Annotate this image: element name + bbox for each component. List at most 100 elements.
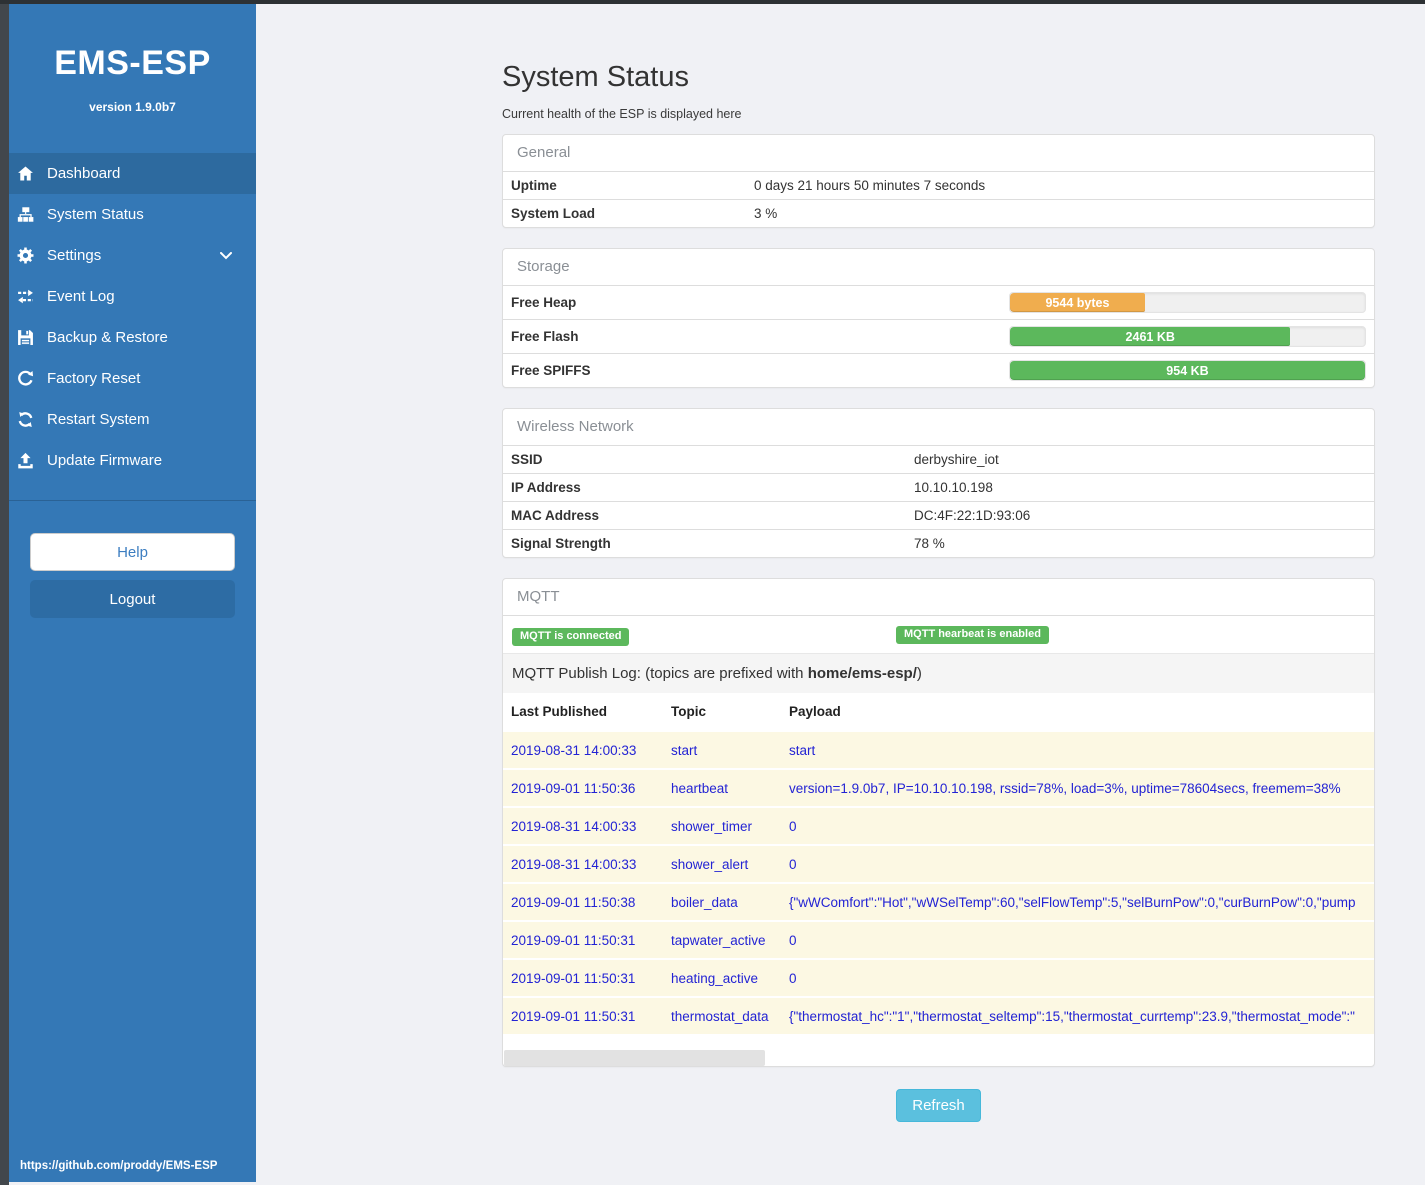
publish-log-text: MQTT Publish Log: (topics are prefixed w… bbox=[512, 664, 808, 682]
cell-topic: start bbox=[663, 729, 781, 769]
free-flash-progress-track: 2461 KB bbox=[1009, 325, 1366, 347]
cell-time: 2019-08-31 14:00:33 bbox=[503, 843, 663, 883]
mac-address-value: DC:4F:22:1D:93:06 bbox=[914, 507, 1031, 523]
cell-payload: 0 bbox=[781, 919, 1374, 959]
cell-time: 2019-09-01 11:50:31 bbox=[503, 919, 663, 959]
mqtt-panel: MQTT MQTT is connected MQTT hearbeat is … bbox=[502, 577, 1375, 1067]
sidebar-buttons: Help Logout bbox=[30, 533, 235, 618]
sidebar-item-factory-reset[interactable]: Factory Reset bbox=[9, 358, 256, 399]
uptime-row: Uptime 0 days 21 hours 50 minutes 7 seco… bbox=[503, 170, 1374, 199]
table-spacer bbox=[503, 1034, 1374, 1050]
table-row: 2019-09-01 11:50:31 tapwater_active 0 bbox=[503, 919, 1374, 959]
sidebar-item-label: Update Firmware bbox=[47, 452, 163, 469]
cell-payload: 0 bbox=[781, 805, 1374, 845]
table-row: 2019-08-31 14:00:33 shower_timer 0 bbox=[503, 805, 1374, 845]
sidebar-divider bbox=[9, 500, 256, 501]
app-version: version 1.9.0b7 bbox=[89, 100, 176, 114]
wireless-panel: Wireless Network SSID derbyshire_iot IP … bbox=[502, 407, 1375, 558]
ip-address-label: IP Address bbox=[511, 479, 581, 495]
help-button[interactable]: Help bbox=[30, 533, 235, 571]
sidebar-item-backup-restore[interactable]: Backup & Restore bbox=[9, 317, 256, 358]
cell-time: 2019-09-01 11:50:36 bbox=[503, 767, 663, 807]
sync-icon bbox=[17, 411, 34, 428]
gear-icon bbox=[17, 247, 34, 264]
cell-topic: shower_timer bbox=[663, 805, 781, 845]
sitemap-icon bbox=[17, 206, 34, 223]
sidebar-item-restart-system[interactable]: Restart System bbox=[9, 399, 256, 440]
refresh-button[interactable]: Refresh bbox=[896, 1088, 981, 1122]
sidebar-item-label: Restart System bbox=[47, 411, 150, 428]
mqtt-log-table: Last Published Topic Payload 2019-08-31 … bbox=[503, 692, 1374, 1034]
horizontal-scrollbar bbox=[503, 1049, 1374, 1066]
cell-payload: 0 bbox=[781, 957, 1374, 997]
uptime-label: Uptime bbox=[511, 177, 557, 193]
cell-topic: shower_alert bbox=[663, 843, 781, 883]
storage-panel: Storage Free Heap 9544 bytes Free Flash … bbox=[502, 247, 1375, 388]
publish-log-suffix: ) bbox=[916, 664, 922, 682]
sidebar-item-label: Factory Reset bbox=[47, 370, 141, 387]
cell-topic: heating_active bbox=[663, 957, 781, 997]
horizontal-scrollbar-thumb[interactable] bbox=[504, 1049, 765, 1066]
mqtt-heading: MQTT bbox=[517, 587, 560, 605]
free-flash-row: Free Flash 2461 KB bbox=[503, 318, 1374, 353]
upload-icon bbox=[17, 452, 34, 469]
cell-time: 2019-09-01 11:50:31 bbox=[503, 957, 663, 997]
col-last-published: Last Published bbox=[503, 692, 663, 732]
page-subtitle: Current health of the ESP is displayed h… bbox=[502, 106, 742, 121]
cell-time: 2019-08-31 14:00:33 bbox=[503, 805, 663, 845]
left-edge-strip bbox=[0, 0, 9, 1185]
general-heading: General bbox=[517, 143, 571, 161]
cell-topic: thermostat_data bbox=[663, 995, 781, 1034]
sidebar-item-system-status[interactable]: System Status bbox=[9, 194, 256, 235]
table-row: 2019-09-01 11:50:36 heartbeat version=1.… bbox=[503, 767, 1374, 807]
sidebar-item-label: Event Log bbox=[47, 288, 115, 305]
cell-time: 2019-09-01 11:50:38 bbox=[503, 881, 663, 921]
publish-log-prefix: home/ems-esp/ bbox=[807, 664, 917, 682]
sidebar-nav: Dashboard System Status bbox=[9, 153, 256, 481]
free-heap-progress-track: 9544 bytes bbox=[1009, 291, 1366, 313]
sidebar-item-settings[interactable]: Settings bbox=[9, 235, 256, 276]
free-spiffs-progress-track: 954 KB bbox=[1009, 359, 1366, 381]
free-heap-label: Free Heap bbox=[511, 294, 577, 310]
sidebar-item-label: Dashboard bbox=[47, 165, 121, 182]
cell-payload: {"wWComfort":"Hot","wWSelTemp":60,"selFl… bbox=[781, 881, 1374, 921]
mqtt-badge-row: MQTT is connected MQTT hearbeat is enabl… bbox=[503, 614, 1374, 653]
system-load-value: 3 % bbox=[754, 205, 778, 221]
logout-button[interactable]: Logout bbox=[30, 580, 235, 618]
sidebar-item-label: Backup & Restore bbox=[47, 329, 168, 346]
free-flash-progress-fill: 2461 KB bbox=[1010, 326, 1291, 346]
signal-strength-row: Signal Strength 78 % bbox=[503, 528, 1374, 557]
ssid-label: SSID bbox=[511, 451, 543, 467]
wireless-heading: Wireless Network bbox=[517, 417, 634, 435]
table-row: 2019-09-01 11:50:31 heating_active 0 bbox=[503, 957, 1374, 997]
sidebar-item-event-log[interactable]: Event Log bbox=[9, 276, 256, 317]
table-row: 2019-09-01 11:50:31 thermostat_data {"th… bbox=[503, 995, 1374, 1034]
cell-topic: heartbeat bbox=[663, 767, 781, 807]
top-window-bar bbox=[0, 0, 1425, 4]
cell-payload: {"thermostat_hc":"1","thermostat_seltemp… bbox=[781, 995, 1374, 1034]
sidebar-item-label: Settings bbox=[47, 247, 102, 264]
cell-topic: tapwater_active bbox=[663, 919, 781, 959]
general-panel: General Uptime 0 days 21 hours 50 minute… bbox=[502, 133, 1375, 228]
mqtt-publish-log-caption: MQTT Publish Log: (topics are prefixed w… bbox=[503, 652, 1374, 693]
sidebar-item-dashboard[interactable]: Dashboard bbox=[9, 153, 256, 194]
system-load-row: System Load 3 % bbox=[503, 198, 1374, 227]
github-link[interactable]: https://github.com/proddy/EMS-ESP bbox=[20, 1160, 218, 1172]
home-icon bbox=[17, 165, 34, 182]
mqtt-connected-badge: MQTT is connected bbox=[512, 627, 630, 646]
mac-address-row: MAC Address DC:4F:22:1D:93:06 bbox=[503, 500, 1374, 529]
col-topic: Topic bbox=[663, 692, 781, 732]
exchange-arrows-icon bbox=[17, 288, 34, 305]
cell-topic: boiler_data bbox=[663, 881, 781, 921]
cell-payload: 0 bbox=[781, 843, 1374, 883]
cell-payload: start bbox=[781, 729, 1374, 769]
sidebar-item-update-firmware[interactable]: Update Firmware bbox=[9, 440, 256, 481]
chevron-down-icon[interactable] bbox=[220, 247, 232, 264]
table-row: 2019-08-31 14:00:33 start start bbox=[503, 729, 1374, 769]
free-heap-progress-fill: 9544 bytes bbox=[1010, 292, 1145, 312]
free-spiffs-progress-fill: 954 KB bbox=[1010, 360, 1365, 380]
table-row: 2019-09-01 11:50:38 boiler_data {"wWComf… bbox=[503, 881, 1374, 921]
main-content: System Status Current health of the ESP … bbox=[502, 0, 1375, 1122]
table-header-row: Last Published Topic Payload bbox=[503, 692, 1374, 732]
free-heap-row: Free Heap 9544 bytes bbox=[503, 284, 1374, 319]
